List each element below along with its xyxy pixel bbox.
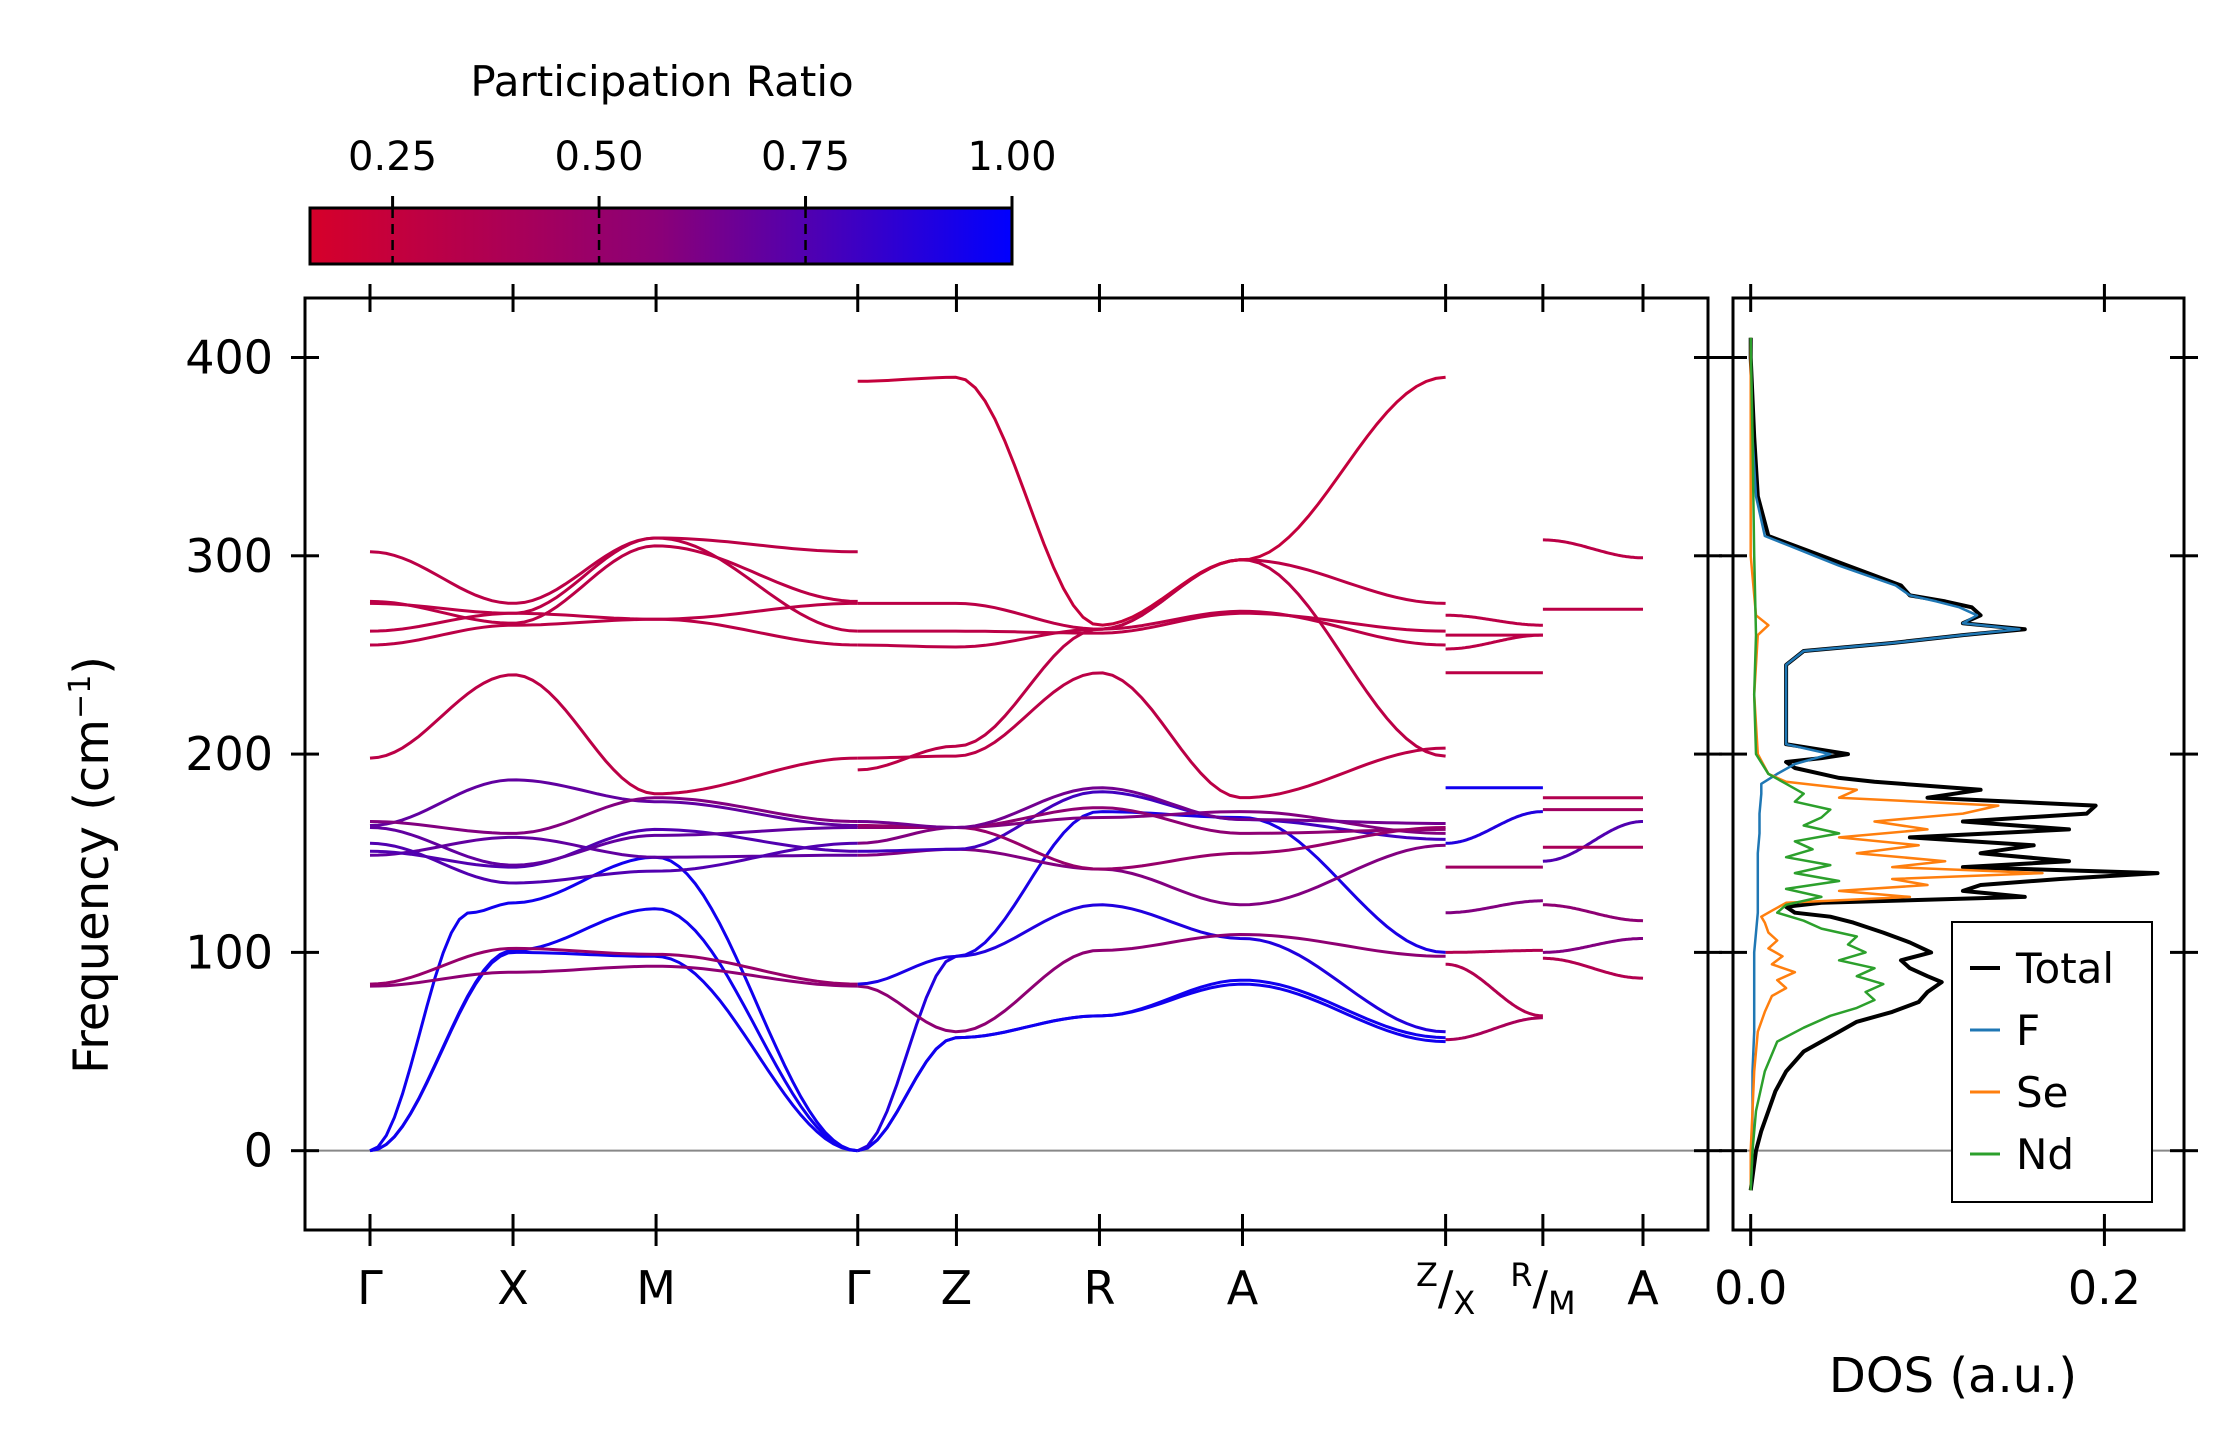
phonon-band-3-2 [1542,903,1644,923]
band-frame [303,296,1710,1232]
dos-frame [1731,296,2186,1232]
phonon-band-2-10 [1445,613,1543,627]
phonon-band-1-0 [857,982,1446,1153]
high-symmetry-label-6: A [1227,1261,1259,1315]
colorbar-title: Participation Ratio [470,57,853,106]
dos-x-tick-label: 0.2 [2068,1261,2141,1315]
high-symmetry-label-0: Γ [357,1261,383,1315]
colorbar-tick-label: 1.00 [967,134,1056,180]
phonon-band-0-2 [369,855,858,1153]
phonon-band-0-8 [369,826,858,867]
phonon-band-0-4 [369,946,858,986]
high-symmetry-label-5: R [1083,1261,1115,1315]
colorbar-rect [308,206,1014,266]
y-tick-label: 300 [185,529,273,583]
colorbar-tick-label: 0.50 [555,134,644,180]
dos-x-tick-label: 0.0 [1714,1261,1787,1315]
phonon-band-0-7 [369,841,858,885]
phonon-band-1-10 [857,786,1446,830]
phonon-band-1-2 [857,903,1446,1153]
dos-curve-total [1748,337,2160,1191]
colorbar: Participation Ratio 0.25 0.50 0.75 1.00 [308,57,1057,266]
phonon-band-0-10 [369,796,858,835]
dos-curve-f [1749,337,2021,1191]
phonon-band-0-14 [369,601,858,621]
band-structure-panel: Frequency (cm−1) 0 100 200 300 400 Γ X M Γ Z R A Z/X… [63,284,1722,1322]
band-y-axis-title-sup: −1 [63,675,98,719]
phonon-band-1-12 [857,671,1446,800]
phonon-band-0-1 [369,907,858,1153]
high-symmetry-label-7: Z/X [1416,1256,1475,1322]
phonon-band-1-4 [857,810,1446,986]
high-symmetry-label-3: Γ [845,1261,871,1315]
band-lines [369,375,1644,1153]
phonon-band-1-15 [857,558,1446,631]
dos-legend: Total F Se Nd [1951,921,2153,1203]
high-symmetry-label-2: M [636,1261,676,1315]
high-symmetry-label-8: R/M [1510,1256,1575,1322]
phonon-band-0-16 [369,536,858,605]
phonon-band-1-16 [857,375,1446,627]
phonon-band-0-15 [369,544,858,625]
legend-label-se: Se [2016,1068,2069,1117]
phonon-band-2-2 [1445,948,1543,954]
y-tick-label: 0 [244,1124,273,1178]
phonon-band-3-3 [1542,820,1643,863]
phonon-band-2-1 [1445,962,1543,1018]
phonon-band-0-6 [369,827,858,869]
phonon-band-0-13 [369,536,858,633]
colorbar-tick-label: 0.25 [348,134,437,180]
band-ticks: 0 100 200 300 400 Γ X M Γ Z R A Z/X R/M A [185,284,1722,1322]
phonon-band-1-13 [857,609,1446,649]
phonon-band-1-14 [857,611,1446,635]
legend-label-nd: Nd [2016,1130,2074,1179]
phonon-band-3-1 [1542,937,1643,954]
phonon-band-2-5 [1445,810,1543,845]
colorbar-ticks: 0.25 0.50 0.75 1.00 [348,134,1057,264]
high-symmetry-label-4: Z [941,1261,973,1315]
band-y-axis-title-close: ) [64,656,120,675]
phonon-band-0-11 [369,673,858,796]
colorbar-tick-label: 0.75 [761,134,850,180]
legend-label-f: F [2016,1006,2040,1055]
dos-x-axis-title: DOS (a.u.) [1829,1348,2077,1404]
phonon-band-0-9 [369,778,858,827]
phonon-band-1-5 [857,843,1446,907]
dos-ticks: 0.0 0.2 [1714,284,2198,1315]
phonon-band-2-3 [1445,899,1543,915]
phonon-band-3-0 [1542,956,1644,980]
phonon-band-1-3 [857,932,1446,1034]
high-symmetry-label-9: A [1627,1261,1659,1315]
dos-curve-nd [1749,337,1885,1191]
phonon-band-1-1 [857,978,1446,1153]
phonon-band-3-8 [1542,538,1643,560]
phonon-band-0-3 [369,964,858,988]
y-tick-label: 100 [185,925,273,979]
phonon-band-2-8 [1445,633,1543,651]
y-tick-label: 400 [185,330,273,384]
legend-label-total: Total [2015,944,2114,993]
dos-panel: 0.0 0.2 DOS (a.u.) Total F Se Nd [1714,284,2198,1404]
y-tick-label: 200 [185,727,273,781]
phonon-band-0-5 [369,835,858,859]
band-y-axis-title-main: Frequency (cm [64,719,120,1074]
phonon-band-0-0 [369,950,858,1153]
band-y-axis-title: Frequency (cm−1) [63,656,120,1074]
dos-lines [1748,337,2160,1191]
phonon-band-2-0 [1445,1016,1543,1042]
phonon-band-0-12 [369,617,858,647]
phonon-band-1-11 [857,558,1446,772]
high-symmetry-label-1: X [497,1261,529,1315]
